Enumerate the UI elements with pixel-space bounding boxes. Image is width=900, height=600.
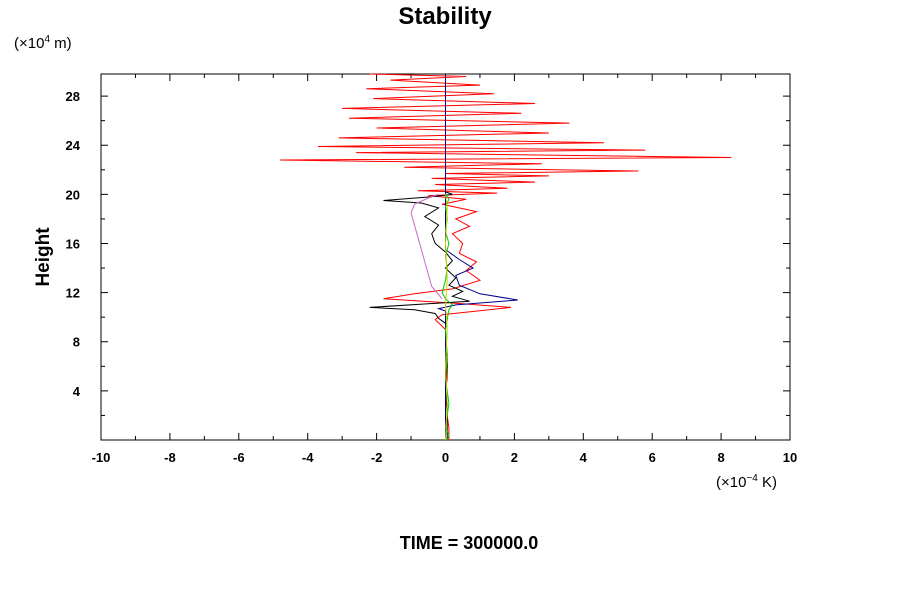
- chart-title: Stability: [398, 3, 492, 30]
- x-tick-label: -4: [302, 450, 314, 465]
- series-group: [280, 73, 732, 441]
- y-axis-label: Height: [33, 227, 54, 287]
- x-unit-label: (×10−4 K): [716, 473, 777, 491]
- x-unit-pre: (×10: [716, 474, 746, 491]
- y-unit-exp: 4: [44, 34, 50, 45]
- x-tick-label: 0: [442, 450, 449, 465]
- x-tick-label: -2: [371, 450, 383, 465]
- x-tick-label: -10: [92, 450, 111, 465]
- series-line-3: [436, 74, 518, 440]
- y-tick-label: 28: [66, 89, 80, 104]
- y-tick-label: 12: [66, 286, 80, 301]
- x-tick-label: 4: [580, 450, 588, 465]
- x-tick-label: 6: [649, 450, 656, 465]
- x-tick-label: 2: [511, 450, 518, 465]
- x-tick-label: -8: [164, 450, 176, 465]
- y-tick-label: 20: [66, 187, 80, 202]
- series-line-4: [410, 193, 443, 300]
- y-unit-post: m): [50, 35, 72, 52]
- y-tick-label: 24: [66, 138, 81, 153]
- time-label: TIME = 300000.0: [400, 533, 539, 553]
- series-line-6: [444, 194, 448, 441]
- series-line-1: [280, 73, 732, 440]
- y-unit-label: (×104 m): [14, 34, 72, 52]
- y-tick-label: 4: [73, 384, 81, 399]
- x-tick-label: 10: [783, 450, 797, 465]
- x-unit-post: K): [758, 474, 777, 491]
- y-tick-label: 8: [73, 335, 80, 350]
- x-tick-label: 8: [717, 450, 724, 465]
- y-tick-label: 16: [66, 236, 80, 251]
- y-unit-pre: (×10: [14, 35, 44, 52]
- x-tick-label: -6: [233, 450, 245, 465]
- x-unit-exp: −4: [746, 473, 758, 484]
- series-line-2: [369, 191, 470, 440]
